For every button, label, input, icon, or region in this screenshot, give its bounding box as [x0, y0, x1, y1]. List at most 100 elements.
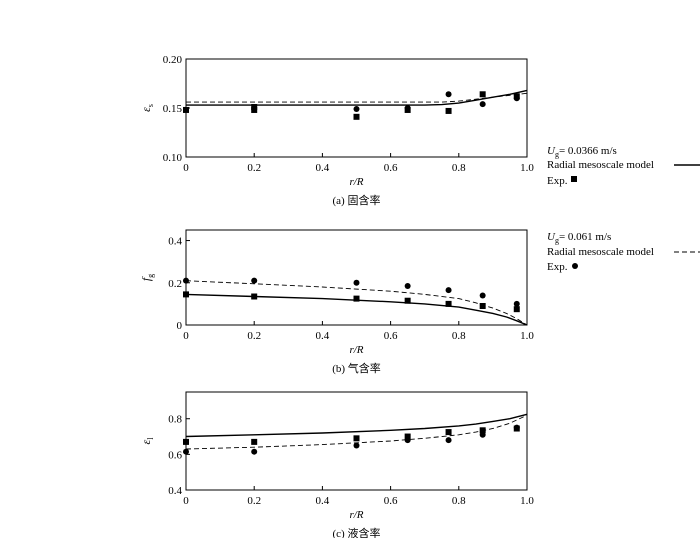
x-tick-label: 0.6 [384, 495, 398, 507]
exp-point-circle [445, 91, 452, 98]
legend-velocity-sub: g [555, 236, 559, 245]
exp-point-circle [353, 279, 360, 286]
exp-point-square [353, 295, 360, 302]
exp-point-circle [353, 105, 360, 112]
x-tick-label: 0 [183, 330, 189, 342]
legend-velocity-2: Ug= 0.061 m/s [547, 231, 611, 245]
x-tick-label: 1.0 [520, 330, 534, 342]
exp-point-circle [513, 300, 520, 307]
exp-point-circle [479, 292, 486, 299]
exp-point-square [479, 91, 486, 98]
exp-point-circle [251, 448, 258, 455]
model-line-solid [185, 413, 528, 438]
exp-point-square [353, 113, 360, 120]
exp-point-square [404, 433, 411, 440]
y-tick-label: 0.8 [168, 414, 182, 426]
x-tick-label: 0.6 [384, 162, 398, 174]
y-tick-label: 0.4 [168, 485, 182, 497]
y-tick-label: 0 [177, 320, 183, 332]
legend-circle-marker [572, 263, 578, 269]
plot-frame [185, 229, 528, 326]
x-tick-label: 0.2 [247, 330, 261, 342]
y-tick-label: 0.6 [168, 449, 182, 461]
exp-point-circle [445, 437, 452, 444]
legend-velocity-sub: g [555, 150, 559, 159]
legend-velocity-value: = 0.0366 m/s [559, 145, 617, 157]
exp-point-circle [513, 95, 520, 102]
x-tick-label: 0.4 [316, 162, 330, 174]
exp-point-square [445, 429, 452, 436]
chart-panel-2: 0 0.2 0.4 0.6 0.8 1.0 0.4 0.6 0.8 r/R εl (c) 液含率 [139, 391, 534, 538]
legend-square-marker [571, 176, 577, 182]
exp-point-square [353, 435, 360, 442]
model-line-solid [185, 293, 528, 326]
y-tick-label: 0.10 [163, 152, 183, 164]
panel-caption: (a) 固含率 [333, 193, 381, 207]
exp-point-circle [479, 101, 486, 108]
y-tick-label: 0.2 [168, 278, 182, 290]
exp-point-circle [513, 424, 520, 431]
model-line-dashed [186, 92, 528, 103]
exp-point-square [404, 297, 411, 304]
y-axis-label: εs [139, 104, 155, 112]
exp-point-circle [404, 105, 411, 111]
exp-point-square [479, 427, 486, 434]
panel-caption: (b) 气含率 [332, 361, 381, 375]
x-tick-label: 0 [183, 495, 189, 507]
legend-exp-label-2: Exp. [547, 261, 568, 273]
x-tick-label: 1.0 [520, 162, 534, 174]
chart-panel-1: 0 0.2 0.4 0.6 0.8 1.0 0 0.2 0.4 r/R fg (b) 气含率 [139, 229, 534, 375]
exp-point-circle [251, 277, 258, 284]
x-axis-label: r/R [349, 509, 363, 521]
exp-point-square [513, 306, 520, 313]
x-tick-label: 0.2 [247, 495, 261, 507]
exp-point-square [183, 106, 189, 113]
y-axis-label: fg [139, 274, 155, 281]
x-tick-label: 1.0 [520, 495, 534, 507]
x-tick-label: 0.8 [452, 495, 466, 507]
y-tick-label: 0.4 [168, 236, 182, 248]
legend-velocity-1: Ug= 0.0366 m/s [547, 145, 617, 159]
exp-point-square [183, 438, 189, 445]
exp-point-circle [404, 282, 411, 289]
y-tick-label: 0.15 [163, 103, 183, 115]
y-axis-label: εl [139, 437, 155, 445]
y-tick-label: 0.20 [163, 54, 183, 66]
x-tick-label: 0 [183, 162, 189, 174]
chart-panel-0: 0 0.2 0.4 0.6 0.8 1.0 0.10 0.15 0.20 r/R εs (a) 固含率 [139, 54, 534, 207]
legend-velocity-symbol: U [547, 231, 556, 243]
exp-point-circle [353, 442, 360, 449]
x-axis-label: r/R [349, 176, 363, 188]
exp-point-square [479, 303, 486, 309]
exp-point-square [183, 291, 189, 298]
x-tick-label: 0.2 [247, 162, 261, 174]
model-line-dashed [185, 280, 528, 326]
exp-point-circle [404, 437, 411, 444]
model-line-dashed [185, 414, 528, 450]
exp-point-square [251, 293, 258, 300]
exp-point-square [445, 300, 452, 307]
legend-velocity-symbol: U [547, 145, 556, 157]
x-tick-label: 0.8 [452, 162, 466, 174]
legend-model-label-1: Radial mesoscale model [547, 159, 654, 171]
legend-dashed: Ug= 0.061 m/s Radial mesoscale model Exp… [547, 231, 700, 273]
x-tick-label: 0.8 [452, 330, 466, 342]
x-tick-label: 0.4 [316, 330, 330, 342]
exp-point-square [251, 438, 258, 445]
legend-solid: Ug= 0.0366 m/s Radial mesoscale model Ex… [547, 145, 700, 187]
exp-point-circle [479, 431, 486, 438]
x-axis-label: r/R [349, 344, 363, 356]
exp-point-square [445, 107, 452, 114]
exp-point-circle [183, 448, 189, 455]
exp-point-circle [445, 287, 452, 294]
exp-point-square [251, 104, 258, 111]
model-line-solid [186, 89, 528, 106]
chart-panels: 0 0.2 0.4 0.6 0.8 1.00.100.150.20r/Rεs(a) 固含率… [139, 54, 534, 538]
x-tick-label: 0.4 [316, 495, 330, 507]
legend-velocity-value: = 0.061 m/s [559, 231, 611, 243]
x-tick-label: 0.6 [384, 330, 398, 342]
panel-caption: (c) 液含率 [333, 526, 381, 538]
exp-point-circle [183, 277, 189, 284]
legend-exp-label-1: Exp. [547, 175, 568, 187]
